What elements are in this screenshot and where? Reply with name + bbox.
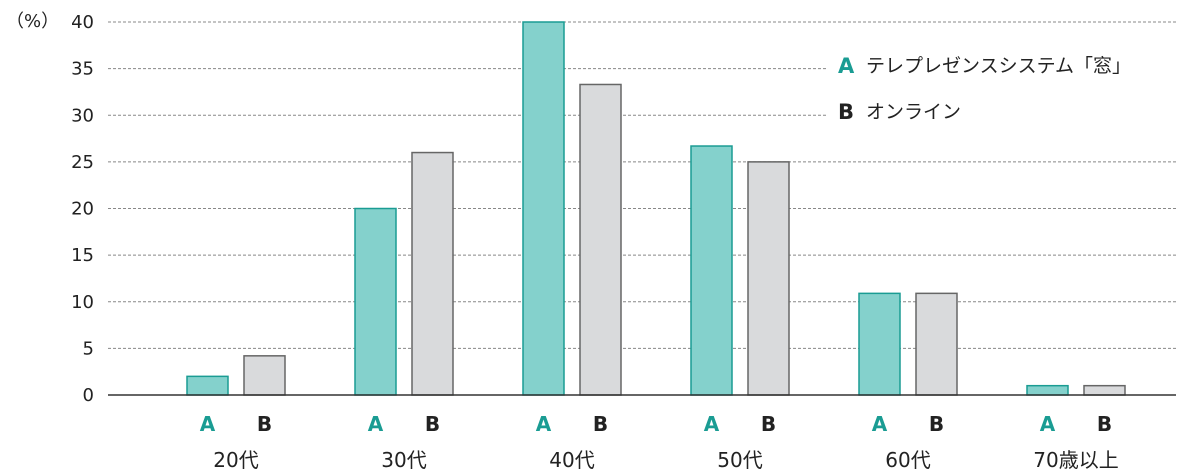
series-key-label: B	[929, 412, 944, 436]
x-axis: A B 20代 A B 30代 A B 40代 A B 50代 A B 60代 A B 70歳以上	[108, 394, 1176, 472]
x-category-label: 40代	[549, 448, 594, 472]
y-tick-label: 40	[71, 12, 94, 33]
y-tick-label: 0	[83, 385, 94, 406]
series-key-label: A	[704, 412, 720, 436]
series-key-label: B	[257, 412, 272, 436]
x-category-label: 60代	[885, 448, 930, 472]
legend: A テレプレゼンスシステム「窓」 B オンライン	[828, 48, 1176, 126]
y-tick-label: 10	[71, 292, 94, 313]
bar-a	[354, 207, 397, 396]
x-category-label: 30代	[381, 448, 426, 472]
series-key-label: A	[1040, 412, 1056, 436]
legend-backdrop	[828, 94, 1176, 126]
bar-a	[522, 21, 565, 396]
bars	[186, 21, 1126, 396]
y-tick-label: 15	[71, 245, 94, 266]
legend-key: A	[838, 54, 855, 78]
bar-b	[915, 292, 958, 396]
series-key-label: A	[536, 412, 552, 436]
legend-label: テレプレゼンスシステム「窓」	[866, 55, 1131, 77]
y-tick-label: 30	[71, 105, 94, 126]
y-axis: 0 5 10 15 20 25 30 35 40 （%）	[6, 11, 94, 406]
legend-backdrop	[828, 48, 1176, 80]
bar-a	[858, 292, 901, 396]
x-category-label: 70歳以上	[1033, 448, 1118, 472]
bar-b	[1083, 384, 1126, 396]
bar-a	[186, 375, 229, 396]
x-category-label: 20代	[213, 448, 258, 472]
bar-a	[690, 145, 733, 396]
series-key-label: A	[872, 412, 888, 436]
legend-key: B	[838, 100, 854, 124]
series-key-label: B	[1097, 412, 1112, 436]
bar-b	[579, 83, 622, 396]
series-key-label: A	[200, 412, 216, 436]
bar-b	[747, 161, 790, 396]
series-key-label: B	[761, 412, 776, 436]
series-key-label: B	[593, 412, 608, 436]
y-tick-label: 35	[71, 59, 94, 80]
y-tick-label: 5	[83, 338, 94, 359]
bar-a	[1026, 384, 1069, 396]
y-tick-label: 25	[71, 152, 94, 173]
bar-b	[411, 151, 454, 396]
series-key-label: A	[368, 412, 384, 436]
y-unit-label: （%）	[6, 11, 59, 32]
x-category-label: 50代	[717, 448, 762, 472]
y-tick-label: 20	[71, 199, 94, 220]
bar-b	[243, 355, 286, 396]
legend-label: オンライン	[866, 101, 961, 123]
series-key-label: B	[425, 412, 440, 436]
